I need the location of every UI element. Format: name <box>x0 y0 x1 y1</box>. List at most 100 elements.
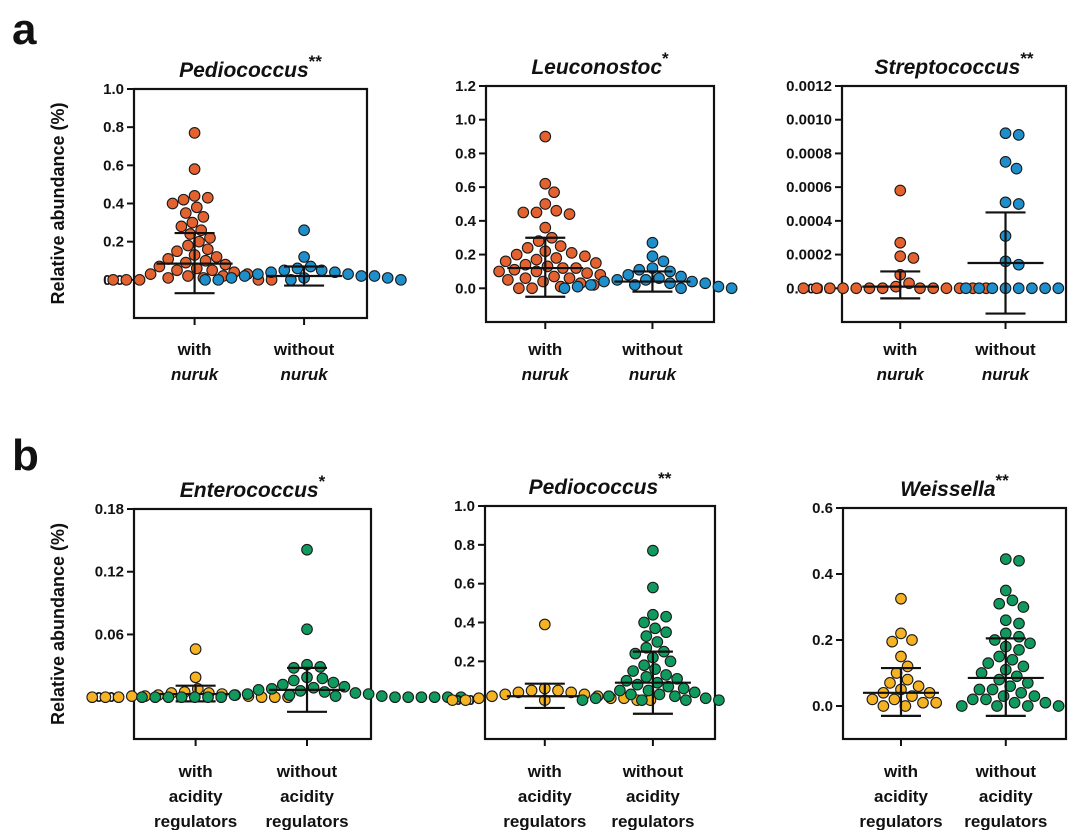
data-point <box>677 682 690 695</box>
plot-frame <box>840 84 1068 324</box>
data-point <box>395 273 407 286</box>
category-label: nuruk <box>877 365 926 384</box>
data-point <box>362 688 375 700</box>
data-point <box>866 693 879 706</box>
category-label: nuruk <box>982 365 1031 384</box>
data-point <box>329 266 341 279</box>
data-point <box>512 686 525 699</box>
data-point <box>576 694 589 707</box>
y-tick-label: 1.0 <box>103 81 124 98</box>
data-point <box>550 252 563 264</box>
data-point <box>182 270 194 282</box>
data-point <box>973 683 986 696</box>
data-point <box>699 692 712 705</box>
data-point <box>680 694 692 707</box>
chart-title: Pediococcus** <box>529 469 672 499</box>
data-point <box>660 626 672 639</box>
y-tick-label: 0.6 <box>812 500 833 517</box>
y-tick-label: 0.2 <box>103 234 124 251</box>
data-point <box>1006 594 1019 607</box>
chart-title-name: Pediococcus <box>179 59 309 82</box>
y-tick-label: 1.2 <box>455 78 476 95</box>
data-point <box>446 694 459 707</box>
data-point <box>149 691 162 704</box>
data-point <box>120 273 133 286</box>
y-tick-label: 0.4 <box>455 213 477 230</box>
category-label: acidity <box>169 787 223 806</box>
data-point <box>982 657 995 669</box>
data-point <box>894 236 907 249</box>
data-point <box>307 681 320 694</box>
category-label: without <box>273 340 335 359</box>
data-point <box>287 674 300 687</box>
data-point <box>188 190 201 202</box>
chart-1: 0.00.20.40.60.81.0Pediococcus**Relative … <box>48 52 407 384</box>
data-point <box>199 273 211 286</box>
data-point <box>342 268 354 280</box>
data-point <box>914 282 926 295</box>
category-label: regulators <box>265 812 348 830</box>
data-point <box>316 672 329 685</box>
data-point <box>548 270 560 283</box>
data-point <box>660 610 672 623</box>
category-label: without <box>974 340 1036 359</box>
data-point <box>291 262 304 275</box>
data-point <box>901 660 914 673</box>
data-point <box>381 272 394 284</box>
data-point <box>999 614 1012 627</box>
y-tick-label: 0.0004 <box>786 213 833 230</box>
data-point <box>863 282 876 295</box>
data-point <box>581 267 593 279</box>
data-point <box>960 282 972 295</box>
data-point <box>611 274 624 286</box>
data-point <box>530 253 543 266</box>
category-label: with <box>177 340 212 359</box>
data-point <box>651 636 664 648</box>
y-tick-label: 0.4 <box>103 196 125 213</box>
data-point <box>603 690 615 703</box>
data-point <box>877 700 890 712</box>
data-point <box>590 257 602 269</box>
data-point <box>988 634 1001 646</box>
data-point <box>975 667 988 679</box>
data-point <box>638 659 650 672</box>
data-point <box>189 643 202 655</box>
data-point <box>1010 670 1023 683</box>
data-point <box>548 186 560 199</box>
data-point <box>907 252 920 264</box>
data-point <box>1052 700 1065 712</box>
significance-marker: * <box>319 472 326 491</box>
data-point <box>660 669 672 681</box>
data-point <box>991 700 1003 712</box>
data-point <box>894 184 907 197</box>
data-point <box>190 201 203 214</box>
data-point <box>997 690 1010 702</box>
data-point <box>537 275 549 288</box>
data-point <box>598 275 610 288</box>
data-point <box>189 671 202 684</box>
category-label: acidity <box>626 787 680 806</box>
data-point <box>563 272 576 285</box>
y-tick-label: 0.8 <box>103 119 124 136</box>
data-point <box>225 272 238 284</box>
data-point <box>993 597 1006 610</box>
data-point <box>625 688 637 701</box>
chart-2: 0.0 0.2 0.4 0.6 0.8 1.0 1.2 Leuconostoc* with nur… <box>455 49 738 384</box>
data-point <box>662 680 675 693</box>
data-point <box>980 693 992 706</box>
data-point <box>508 263 521 276</box>
y-tick-label: 0.0010 <box>786 112 832 129</box>
y-tick-label: 0.0 <box>455 280 476 297</box>
chart-title: Pediococcus** <box>179 52 322 82</box>
data-point <box>649 663 661 675</box>
data-point <box>525 684 538 697</box>
category-label: regulators <box>611 812 694 830</box>
category-label: nuruk <box>280 365 329 384</box>
chart-title: Weissella** <box>900 471 1009 501</box>
category-label: acidity <box>874 787 928 806</box>
data-point <box>927 282 940 295</box>
data-point <box>895 650 907 663</box>
y-tick-label: 0.6 <box>103 157 124 174</box>
data-point <box>107 273 120 286</box>
data-point <box>912 680 925 693</box>
